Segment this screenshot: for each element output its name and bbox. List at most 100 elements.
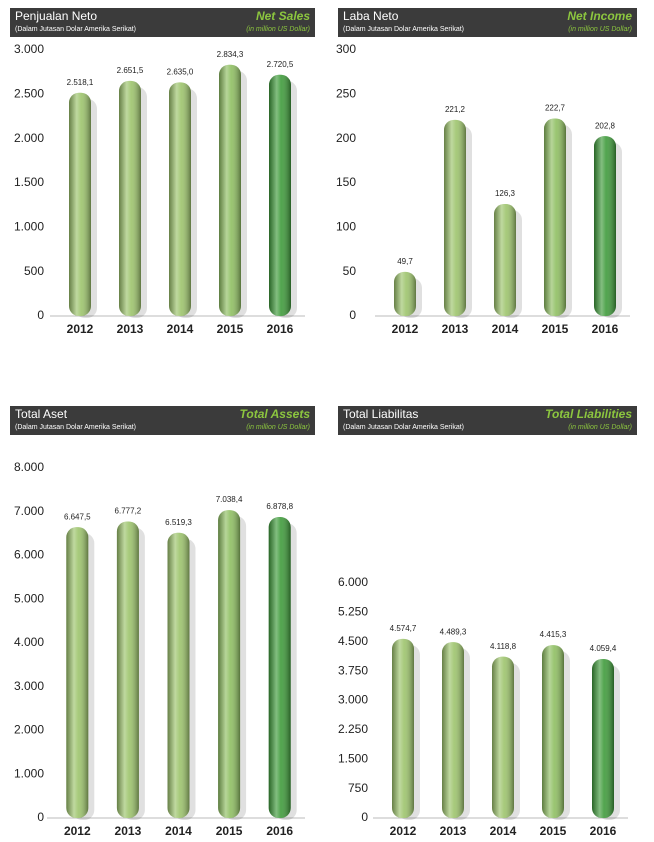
y-tick-label: 0 (361, 810, 368, 824)
bar-shine (444, 119, 466, 317)
bar-shine (119, 80, 141, 316)
value-label: 2.834,3 (217, 50, 244, 59)
y-tick-label: 750 (348, 781, 368, 795)
bar-shine (442, 642, 464, 818)
x-tick-label: 2016 (592, 322, 619, 336)
header-subtitle-en: (in million US Dollar) (568, 424, 632, 431)
value-label: 4.118,8 (490, 642, 517, 651)
value-label: 4.574,7 (390, 624, 417, 633)
bar-shine (594, 136, 616, 316)
x-tick-label: 2016 (590, 824, 617, 838)
header-title: Total Aset (15, 407, 68, 421)
bar-shine (219, 64, 241, 316)
header-title-en: Net Sales (256, 9, 310, 23)
y-tick-label: 1.000 (14, 220, 44, 234)
y-tick-label: 200 (336, 131, 356, 145)
header-subtitle-en: (in million US Dollar) (568, 26, 632, 33)
x-tick-label: 2012 (390, 824, 417, 838)
x-tick-label: 2013 (440, 824, 467, 838)
value-label: 221,2 (445, 105, 466, 114)
y-tick-label: 8.000 (14, 460, 44, 474)
y-tick-label: 6.000 (14, 548, 44, 562)
x-tick-label: 2014 (165, 824, 192, 838)
x-tick-label: 2012 (64, 824, 91, 838)
value-label: 222,7 (545, 104, 566, 113)
x-tick-label: 2016 (267, 322, 294, 336)
y-tick-label: 6.000 (338, 575, 368, 589)
header-bar (10, 8, 315, 37)
y-tick-label: 4.500 (338, 634, 368, 648)
header-title-en: Total Liabilities (545, 407, 632, 421)
value-label: 2.635,0 (167, 67, 194, 76)
bar-shine (269, 74, 291, 316)
x-tick-label: 2016 (266, 824, 293, 838)
y-tick-label: 2.000 (14, 131, 44, 145)
y-tick-label: 2.000 (14, 723, 44, 737)
bar-shine (394, 271, 416, 316)
x-tick-label: 2014 (492, 322, 519, 336)
bar-shine (544, 118, 566, 316)
y-tick-label: 1.500 (14, 175, 44, 189)
value-label: 2.518,1 (67, 78, 94, 87)
y-tick-label: 4.000 (14, 635, 44, 649)
x-tick-label: 2015 (542, 322, 569, 336)
header-bar (338, 8, 637, 37)
header-title: Laba Neto (343, 9, 399, 23)
value-label: 2.720,5 (267, 60, 294, 69)
y-tick-label: 3.750 (338, 663, 368, 677)
header-bar (10, 406, 315, 435)
header-title: Total Liabilitas (343, 407, 418, 421)
y-tick-label: 1.500 (338, 751, 368, 765)
bar-shine (542, 645, 564, 818)
x-tick-label: 2014 (167, 322, 194, 336)
value-label: 6.878,8 (266, 502, 293, 511)
x-tick-label: 2013 (442, 322, 469, 336)
bar-shine (492, 656, 514, 818)
header-title-en: Total Assets (240, 407, 311, 421)
y-tick-label: 7.000 (14, 504, 44, 518)
value-label: 49,7 (397, 257, 413, 266)
bar-shine (169, 82, 191, 316)
bar-shine (66, 527, 89, 818)
x-tick-label: 2013 (115, 824, 142, 838)
value-label: 6.647,5 (64, 512, 91, 521)
value-label: 4.415,3 (540, 630, 567, 639)
header-bar (338, 406, 637, 435)
y-tick-label: 100 (336, 220, 356, 234)
value-label: 6.777,2 (115, 507, 142, 516)
value-label: 126,3 (495, 189, 516, 198)
y-tick-label: 250 (336, 87, 356, 101)
x-tick-label: 2015 (217, 322, 244, 336)
y-tick-label: 300 (336, 42, 356, 56)
x-tick-label: 2015 (216, 824, 243, 838)
y-tick-label: 5.250 (338, 605, 368, 619)
value-label: 6.519,3 (165, 518, 192, 527)
header-subtitle: (Dalam Jutasan Dolar Amerika Serikat) (343, 26, 464, 33)
header-subtitle: (Dalam Jutasan Dolar Amerika Serikat) (343, 424, 464, 431)
y-tick-label: 0 (349, 308, 356, 322)
x-tick-label: 2012 (67, 322, 94, 336)
x-tick-label: 2012 (392, 322, 419, 336)
y-tick-label: 3.000 (338, 693, 368, 707)
y-tick-label: 0 (37, 810, 44, 824)
y-tick-label: 500 (24, 264, 44, 278)
header-subtitle: (Dalam Jutasan Dolar Amerika Serikat) (15, 424, 136, 431)
header-title-en: Net Income (567, 9, 632, 23)
header-subtitle-en: (in million US Dollar) (246, 424, 310, 431)
y-tick-label: 2.250 (338, 722, 368, 736)
x-tick-label: 2013 (117, 322, 144, 336)
y-tick-label: 0 (37, 308, 44, 322)
value-label: 7.038,4 (216, 495, 243, 504)
y-tick-label: 3.000 (14, 679, 44, 693)
bar-shine (494, 204, 516, 316)
header-subtitle: (Dalam Jutasan Dolar Amerika Serikat) (15, 26, 136, 33)
y-tick-label: 3.000 (14, 42, 44, 56)
bar-shine (69, 92, 91, 316)
bar-shine (592, 659, 614, 818)
value-label: 4.489,3 (440, 627, 467, 636)
y-tick-label: 5.000 (14, 591, 44, 605)
y-tick-label: 50 (343, 264, 357, 278)
bar-shine (218, 510, 241, 818)
header-subtitle-en: (in million US Dollar) (246, 26, 310, 33)
